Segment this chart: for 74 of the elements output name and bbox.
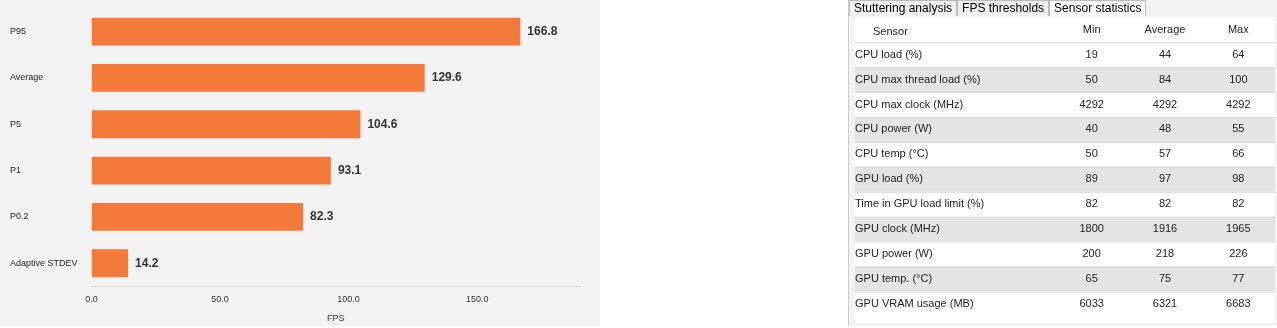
data-label: 1800: [1079, 222, 1104, 235]
bar: [91, 110, 361, 139]
y-tick-label: CPU load (%): [855, 47, 923, 60]
data-label: 6033: [1079, 296, 1104, 309]
data-label: 226: [1229, 247, 1248, 260]
data-label: 6683: [1226, 296, 1251, 309]
data-label: 1965: [1226, 222, 1251, 235]
bar: [91, 203, 304, 231]
data-label: 14.2: [135, 255, 159, 270]
y-tick-label: CPU temp (°C): [855, 147, 929, 160]
data-label: 104.6: [367, 116, 398, 131]
y-tick-label: GPU VRAM usage (MB): [855, 296, 974, 309]
y-tick-label: GPU power (W): [855, 247, 933, 260]
data-label: 93.1: [337, 162, 362, 177]
x-tick-label: Average: [1144, 22, 1186, 35]
bar: [91, 249, 129, 278]
x-axis-title: FPS: [327, 313, 345, 324]
data-label: 1916: [1152, 222, 1178, 235]
data-label: 44: [1158, 47, 1172, 60]
data-label: 57: [1158, 147, 1172, 160]
y-tick-label: GPU clock (MHz): [855, 222, 940, 235]
y-tick-label: P5: [10, 118, 22, 129]
y-tick-label: CPU power (W): [855, 122, 933, 135]
y-tick-label: GPU temp. (°C): [855, 272, 933, 285]
data-label: 4292: [1152, 97, 1178, 110]
y-tick-label: Time in GPU load limit (%): [855, 197, 985, 210]
data-label: 82: [1085, 197, 1098, 210]
data-label: 129.6: [431, 70, 463, 85]
data-label: 19: [1085, 47, 1098, 60]
data-label: 82: [1158, 197, 1172, 210]
data-label: 64: [1232, 47, 1245, 60]
data-label: 100: [1229, 72, 1248, 85]
data-label: 55: [1232, 122, 1245, 135]
data-label: 48: [1158, 122, 1172, 135]
data-label: 77: [1232, 272, 1245, 285]
bar: [91, 64, 425, 92]
data-label: 40: [1085, 122, 1098, 135]
x-tick-label: 150.0: [465, 294, 489, 305]
x-tick-label: 0.0: [85, 294, 98, 305]
x-tick-label: 50.0: [211, 294, 229, 305]
data-label: 84: [1158, 72, 1172, 85]
text: Sensor statistics: [1049, 0, 1147, 16]
data-label: 4292: [1226, 97, 1251, 110]
data-label: 97: [1158, 172, 1172, 185]
bar: [91, 17, 521, 46]
data-label: 218: [1155, 247, 1175, 260]
x-tick-label: Min: [1082, 22, 1101, 35]
y-tick-label: Average: [10, 72, 44, 83]
y-tick-label: CPU max thread load (%): [855, 72, 981, 85]
data-label: 4292: [1079, 97, 1104, 110]
y-tick-label: CPU max clock (MHz): [855, 97, 964, 110]
data-label: 166.8: [527, 23, 558, 38]
data-label: 66: [1232, 147, 1245, 160]
text: FPS thresholds: [957, 0, 1050, 16]
data-label: 50: [1085, 147, 1098, 160]
data-label: 65: [1085, 272, 1098, 285]
x-tick-label: 100.0: [337, 294, 360, 305]
y-tick-label: P1: [10, 165, 22, 176]
y-tick-label: Adaptive STDEV: [10, 257, 78, 268]
data-label: 89: [1085, 172, 1098, 185]
data-label: 75: [1158, 272, 1172, 285]
data-label: 50: [1085, 72, 1098, 85]
data-label: 98: [1232, 172, 1245, 185]
text: Stuttering analysis: [849, 0, 958, 16]
y-axis-title: Sensor: [873, 24, 909, 37]
bar: [91, 156, 331, 185]
data-label: 6321: [1152, 296, 1178, 309]
y-tick-label: GPU load (%): [855, 172, 923, 185]
y-tick-label: P95: [10, 26, 27, 37]
data-label: 200: [1082, 247, 1101, 260]
x-tick-label: Max: [1227, 22, 1250, 35]
data-label: 82: [1232, 197, 1245, 210]
data-label: 82.3: [310, 209, 334, 224]
y-tick-label: P0.2: [10, 211, 29, 222]
